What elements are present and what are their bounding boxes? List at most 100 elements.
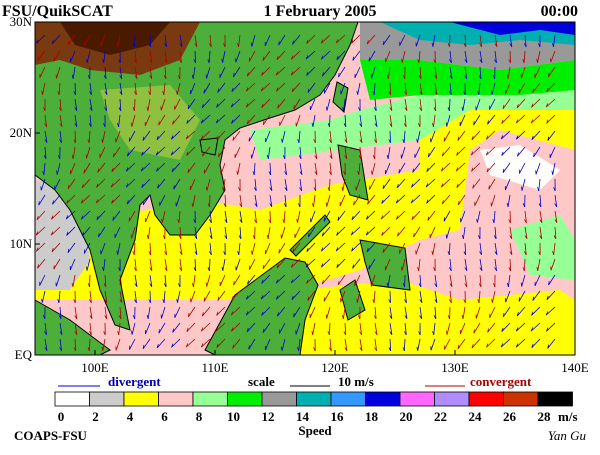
wind-arrow: [359, 130, 363, 144]
wind-arrow: [327, 322, 331, 336]
wind-arrow: [190, 290, 196, 303]
wind-arrow: [174, 98, 181, 110]
wind-arrow: [162, 82, 166, 96]
wind-arrow: [449, 290, 452, 304]
speed-zone: [300, 280, 575, 355]
wind-arrow: [456, 178, 466, 188]
wind-arrow: [100, 34, 106, 47]
colorbar-box: [365, 391, 401, 407]
wind-arrow: [310, 210, 316, 223]
wind-arrow: [388, 130, 391, 144]
wind-arrow: [546, 290, 556, 301]
wind-arrow: [472, 178, 481, 189]
wind-arrow: [402, 66, 406, 80]
wind-arrow: [327, 114, 331, 128]
wind-arrow: [449, 82, 452, 96]
wind-arrow: [443, 210, 451, 222]
wind-arrow: [500, 130, 511, 140]
wind-arrow: [478, 226, 481, 240]
colorbar-label: 20: [400, 409, 413, 424]
wind-arrow: [553, 178, 556, 192]
wind-arrow: [254, 210, 257, 224]
wind-arrow: [359, 114, 363, 128]
wind-arrow: [389, 322, 393, 336]
wind-arrow: [320, 242, 331, 252]
wind-arrow: [457, 194, 466, 206]
wind-arrow: [132, 242, 136, 256]
wind-arrow: [101, 130, 106, 143]
wind-arrow: [293, 98, 301, 110]
wind-arrow: [111, 162, 121, 173]
wind-arrow: [531, 338, 541, 349]
wind-arrow: [386, 146, 391, 159]
wind-arrow: [248, 130, 256, 142]
wind-arrow: [485, 146, 496, 156]
wind-arrow: [404, 306, 408, 320]
footer-right: Yan Gu: [548, 428, 587, 443]
wind-arrow: [457, 338, 466, 349]
wind-arrow: [306, 66, 316, 76]
wind-arrow: [350, 226, 361, 236]
wind-arrow: [193, 210, 196, 224]
wind-arrow: [260, 290, 271, 300]
wind-arrow: [441, 194, 451, 205]
wind-arrow: [532, 82, 541, 93]
wind-arrow: [81, 226, 91, 237]
wind-arrow: [352, 258, 361, 269]
wind-arrow: [59, 114, 63, 128]
wind-arrow: [536, 258, 541, 271]
wind-arrow: [479, 242, 482, 256]
wind-arrow: [118, 98, 122, 112]
wind-arrow: [131, 322, 136, 335]
wind-arrow: [67, 34, 76, 46]
wind-arrow: [216, 338, 226, 348]
wind-arrow: [103, 322, 106, 336]
wind-arrow: [203, 82, 211, 94]
wind-arrow: [554, 210, 558, 224]
wind-arrow: [372, 82, 376, 96]
wind-arrow: [366, 34, 376, 45]
wind-arrow: [494, 258, 497, 272]
wind-arrow: [178, 226, 182, 240]
wind-arrow: [103, 66, 107, 80]
wind-arrow: [194, 242, 198, 256]
wind-arrow: [100, 242, 106, 255]
wind-arrow: [335, 242, 346, 252]
wind-arrow: [148, 242, 152, 256]
wind-arrow: [89, 82, 92, 96]
wind-arrow: [374, 338, 377, 352]
wind-arrow: [248, 50, 256, 62]
wind-arrow: [485, 130, 496, 140]
wind-arrow: [260, 82, 271, 92]
wind-arrow: [83, 162, 91, 174]
wind-arrow: [523, 242, 527, 256]
wind-arrow: [477, 290, 481, 304]
wind-arrow: [416, 338, 421, 351]
wind-arrow: [261, 98, 271, 108]
wind-arrow: [459, 322, 466, 335]
wind-arrow: [57, 82, 61, 96]
wind-arrow: [231, 290, 241, 301]
wind-arrow: [200, 338, 211, 348]
wind-arrow: [118, 50, 121, 64]
wind-arrow: [55, 274, 61, 287]
wind-arrow: [89, 306, 93, 320]
wind-arrow: [388, 82, 392, 96]
colorbar-label: 10: [227, 409, 240, 424]
wind-arrow: [170, 130, 181, 140]
wind-arrow: [538, 34, 541, 48]
wind-arrow: [217, 82, 226, 93]
wind-arrow: [356, 82, 361, 95]
wind-arrow: [341, 178, 346, 191]
colorbar-box: [537, 391, 573, 407]
wind-arrow: [395, 210, 406, 220]
wind-arrow: [193, 50, 196, 64]
wind-arrow: [431, 242, 436, 255]
wind-arrow: [126, 194, 136, 205]
wind-arrow: [59, 322, 63, 336]
wind-arrow: [234, 146, 241, 159]
wind-arrow: [419, 306, 423, 320]
wind-arrow: [160, 306, 166, 319]
wind-arrow: [328, 338, 332, 352]
